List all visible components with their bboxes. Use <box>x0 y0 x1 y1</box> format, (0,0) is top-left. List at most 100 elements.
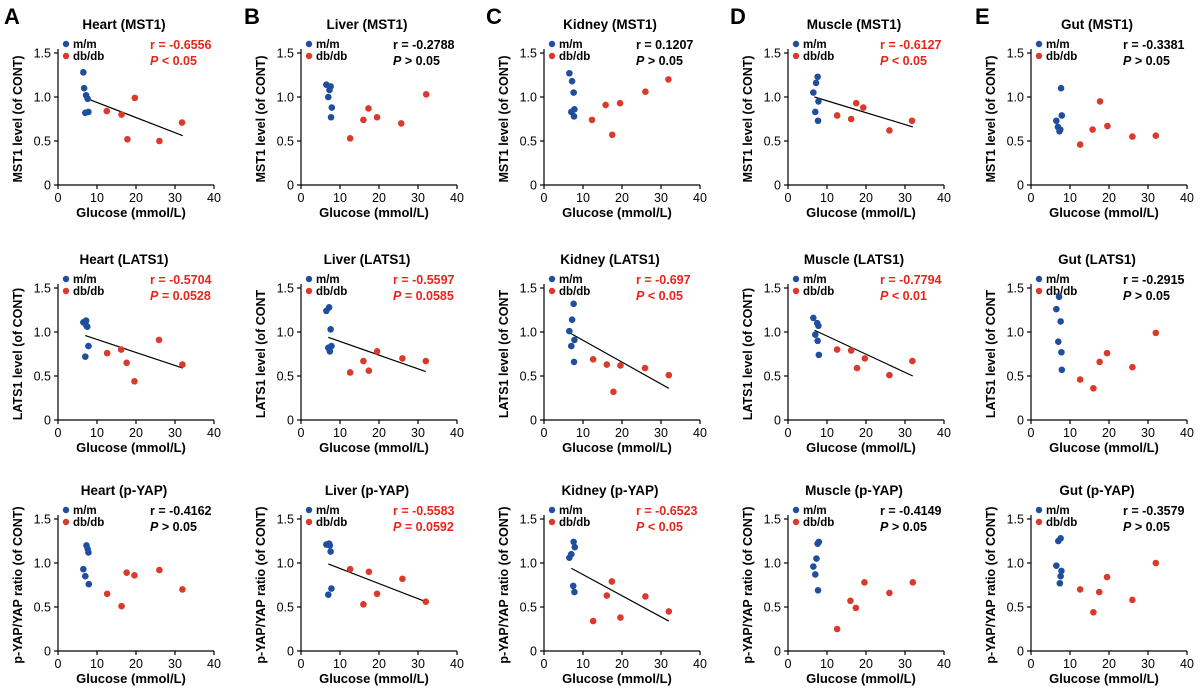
stat-p-value: P < 0.01 <box>880 289 927 303</box>
y-tick-label: 0 <box>44 179 51 193</box>
legend-marker-mm <box>1035 506 1043 514</box>
x-axis-label: Glucose (mmol/L) <box>319 671 429 686</box>
data-point-mm <box>812 108 819 116</box>
data-point-dbdb <box>1076 376 1084 383</box>
y-tick-label: 0.5 <box>1007 135 1024 149</box>
stat-p-number: = 0.0592 <box>401 520 454 534</box>
x-tick-label: 40 <box>1180 191 1194 205</box>
legend-label-dbdb: db/db <box>803 286 834 298</box>
y-tick-label: 1.0 <box>277 326 294 340</box>
legend: m/mdb/db <box>62 505 104 529</box>
data-point-dbdb <box>179 586 186 593</box>
data-point-mm <box>812 331 819 338</box>
data-point-dbdb <box>589 355 597 363</box>
x-tick-label: 40 <box>207 657 221 671</box>
data-point-mm <box>570 89 577 96</box>
chart-title: Kidney (LATS1) <box>560 252 660 267</box>
y-tick-label: 1.5 <box>34 513 51 527</box>
y-tick-label: 1.5 <box>1007 513 1024 527</box>
legend: m/mdb/db <box>1035 505 1077 529</box>
data-point-dbdb <box>641 364 649 372</box>
x-tick-label: 30 <box>168 426 182 440</box>
data-point-dbdb <box>642 88 649 96</box>
y-tick-label: 0.5 <box>277 135 294 149</box>
data-point-mm <box>812 79 820 87</box>
scatter-panel: Heart (MST1) 0 0.5 1.0 1.5 0 10 20 30 40 Glucose (… <box>11 17 221 220</box>
x-tick-label: 10 <box>820 191 834 205</box>
data-point-dbdb <box>156 566 163 574</box>
regression-line <box>814 329 914 377</box>
stat-p-value: P > 0.05 <box>1123 520 1170 534</box>
legend: m/mdb/db <box>548 274 590 298</box>
legend-marker-mm <box>548 40 556 48</box>
regression-line <box>328 563 427 603</box>
data-point-mm <box>1053 562 1060 569</box>
legend-label-mm: m/m <box>316 274 340 286</box>
legend-label-mm: m/m <box>73 274 97 286</box>
chart-title: Gut (MST1) <box>1061 17 1133 32</box>
data-point-mm <box>1053 117 1060 125</box>
data-point-dbdb <box>603 592 611 599</box>
stat-p-number: < 0.01 <box>888 289 927 303</box>
x-tick-label: 0 <box>541 657 548 671</box>
data-point-dbdb <box>589 617 597 625</box>
data-point-mm <box>814 586 822 594</box>
data-point-mm <box>82 317 90 324</box>
data-point-mm <box>568 342 575 350</box>
data-point-mm <box>813 555 820 562</box>
legend-marker-dbdb <box>305 287 313 295</box>
scatter-panel: Heart (p-YAP) 0 0.5 1.0 1.5 0 10 20 30 40 Glucose … <box>11 483 221 686</box>
legend-label-dbdb: db/db <box>316 517 347 529</box>
charts-grid: Heart (MST1) 0 0.5 1.0 1.5 0 10 20 30 40 Glucose (… <box>11 17 1194 686</box>
x-tick-label: 10 <box>1063 657 1077 671</box>
legend-label-mm: m/m <box>73 39 97 51</box>
legend-label-mm: m/m <box>73 505 97 517</box>
y-axis-label: LATS1 level (of CONT <box>497 290 511 419</box>
legend-label-mm: m/m <box>1046 39 1070 51</box>
stat-p-value: P > 0.05 <box>1123 289 1170 303</box>
data-point-dbdb <box>422 357 430 365</box>
data-point-dbdb <box>909 579 917 586</box>
y-tick-label: 0 <box>44 414 51 428</box>
data-point-dbdb <box>833 112 841 119</box>
stat-r-value: r = -0.5597 <box>393 273 455 287</box>
x-tick-label: 40 <box>693 426 707 440</box>
data-point-dbdb <box>908 117 916 125</box>
data-point-dbdb <box>1103 349 1111 357</box>
legend-marker-dbdb <box>792 287 800 295</box>
y-tick-label: 0 <box>1017 414 1024 428</box>
stat-r-value: r = -0.2788 <box>393 38 455 52</box>
data-point-dbdb <box>131 572 138 579</box>
stat-p-number: > 0.05 <box>401 54 440 68</box>
y-tick-label: 1.0 <box>34 91 51 105</box>
y-axis-label: LATS1 level (of CONT) <box>11 288 25 420</box>
data-point-dbdb <box>1129 363 1136 371</box>
data-point-mm <box>815 538 823 546</box>
stat-p-symbol: P <box>150 289 159 303</box>
legend-marker-dbdb <box>62 287 70 295</box>
data-point-mm <box>569 582 577 590</box>
y-tick-label: 1.5 <box>520 282 537 296</box>
x-tick-label: 20 <box>1102 657 1116 671</box>
legend-label-mm: m/m <box>1046 505 1070 517</box>
data-point-mm <box>815 351 823 359</box>
x-tick-label: 40 <box>450 191 464 205</box>
y-axis-label: MST1 level (of CONT) <box>11 55 25 182</box>
data-point-dbdb <box>1089 126 1096 133</box>
data-point-mm <box>810 89 817 96</box>
chart-title: Gut (LATS1) <box>1058 252 1136 267</box>
stat-p-value: P = 0.0592 <box>393 520 454 534</box>
data-point-mm <box>328 585 335 592</box>
panel-letter-d: D <box>730 4 746 29</box>
y-tick-label: 1.0 <box>277 557 294 571</box>
data-point-mm <box>85 580 93 588</box>
y-tick-label: 0.5 <box>34 370 51 384</box>
legend: m/mdb/db <box>305 274 347 298</box>
data-point-dbdb <box>103 590 111 598</box>
chart-title: Heart (LATS1) <box>79 252 168 267</box>
data-point-mm <box>815 322 822 330</box>
x-tick-label: 40 <box>207 426 221 440</box>
y-tick-label: 1.0 <box>520 326 537 340</box>
x-tick-label: 40 <box>1180 657 1194 671</box>
